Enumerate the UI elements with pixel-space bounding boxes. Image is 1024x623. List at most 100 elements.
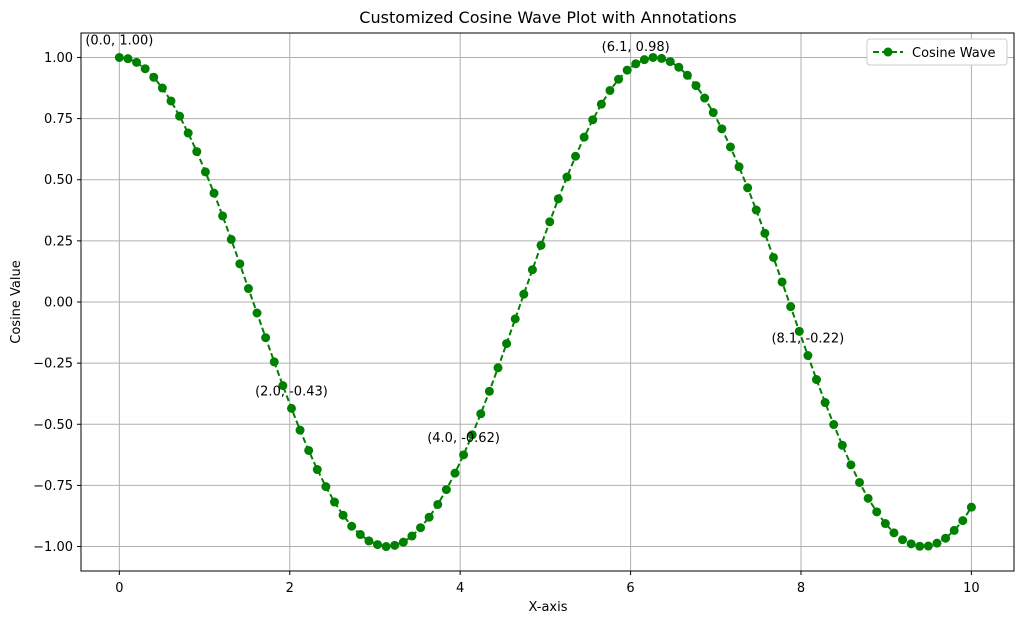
annotation-label: (8.1, -0.22)	[771, 332, 844, 347]
data-point	[441, 485, 451, 495]
data-point	[932, 538, 942, 548]
data-point	[674, 62, 684, 72]
y-axis-ticks: 1.00 0.75 0.50 0.25 0.00 −0.25 −0.50 −0.75 −1.00	[33, 51, 81, 555]
x-tick-label: 10	[963, 581, 980, 596]
data-point	[898, 535, 908, 545]
data-point	[390, 540, 400, 550]
data-point	[682, 70, 692, 80]
data-point	[140, 64, 150, 74]
data-point	[527, 265, 537, 275]
data-point	[295, 425, 305, 435]
y-tick-label: 0.75	[44, 112, 73, 127]
y-tick-label: 0.00	[44, 296, 73, 311]
data-point	[192, 147, 202, 157]
legend: Cosine Wave	[866, 38, 1008, 66]
annotations: (0.0, 1.00) (2.0, -0.43) (4.0, -0.62) (6.1,…	[85, 33, 844, 445]
data-point	[691, 81, 701, 91]
data-point	[820, 398, 830, 408]
data-point	[639, 55, 649, 65]
data-point	[226, 234, 236, 244]
x-axis-label: X-axis	[529, 600, 568, 615]
data-point	[381, 542, 391, 552]
x-tick-label: 8	[797, 581, 805, 596]
data-point	[562, 172, 572, 182]
data-point	[114, 52, 124, 62]
series-layer	[114, 52, 976, 552]
grid	[81, 33, 1014, 571]
data-point	[923, 541, 933, 551]
y-tick-label: 0.50	[44, 173, 73, 188]
data-point	[717, 124, 727, 134]
data-point	[175, 111, 185, 121]
x-tick-label: 0	[115, 581, 123, 596]
data-point	[398, 537, 408, 547]
data-point	[958, 516, 968, 526]
y-tick-label: 0.25	[44, 234, 73, 249]
chart-title: Customized Cosine Wave Plot with Annotat…	[359, 8, 736, 27]
data-point	[424, 512, 434, 522]
data-point	[519, 289, 529, 299]
data-point	[872, 507, 882, 517]
data-point	[811, 375, 821, 385]
data-point	[889, 528, 899, 538]
data-point	[614, 74, 624, 84]
data-point	[536, 240, 546, 250]
data-point	[209, 188, 219, 198]
data-point	[450, 468, 460, 478]
data-point	[768, 252, 778, 262]
data-point	[286, 403, 296, 413]
y-tick-label: −1.00	[33, 540, 73, 555]
data-point	[786, 302, 796, 312]
data-point	[476, 409, 486, 419]
data-point	[837, 440, 847, 450]
data-point	[966, 502, 976, 512]
data-point	[648, 52, 658, 62]
data-point	[269, 357, 279, 367]
data-point	[760, 228, 770, 238]
data-point	[355, 530, 365, 540]
data-point	[304, 445, 314, 455]
x-axis-ticks: 0 2 4 6 8 10	[115, 571, 980, 596]
data-point	[123, 54, 133, 64]
annotation-label: (2.0, -0.43)	[255, 384, 328, 399]
data-point	[132, 57, 142, 67]
data-point	[863, 493, 873, 503]
data-point	[700, 93, 710, 103]
x-tick-label: 2	[286, 581, 294, 596]
y-tick-label: −0.50	[33, 418, 73, 433]
data-point	[777, 277, 787, 287]
data-point	[166, 96, 176, 106]
data-point	[846, 460, 856, 470]
annotation-label: (4.0, -0.62)	[427, 431, 500, 446]
data-point	[631, 59, 641, 69]
data-point	[803, 351, 813, 361]
data-point	[278, 381, 288, 391]
data-point	[243, 284, 253, 294]
annotation-label: (0.0, 1.00)	[85, 33, 153, 48]
data-point	[657, 53, 667, 63]
data-point	[579, 132, 589, 142]
data-point	[855, 477, 865, 487]
data-point	[416, 523, 426, 533]
data-point	[467, 430, 477, 440]
y-tick-label: −0.75	[33, 479, 73, 494]
data-point	[149, 72, 159, 82]
data-point	[484, 386, 494, 396]
data-point	[157, 83, 167, 93]
x-tick-label: 6	[626, 581, 634, 596]
data-point	[880, 519, 890, 529]
data-point	[329, 497, 339, 507]
legend-marker	[883, 47, 893, 57]
data-point	[588, 115, 598, 125]
legend-label: Cosine Wave	[912, 46, 995, 61]
data-point	[183, 128, 193, 138]
data-point	[571, 151, 581, 161]
data-point	[252, 308, 262, 318]
data-point	[261, 333, 271, 343]
data-point	[751, 205, 761, 215]
data-point	[725, 142, 735, 152]
data-point	[743, 183, 753, 193]
data-point	[545, 217, 555, 227]
x-tick-label: 4	[456, 581, 464, 596]
data-point	[459, 450, 469, 460]
